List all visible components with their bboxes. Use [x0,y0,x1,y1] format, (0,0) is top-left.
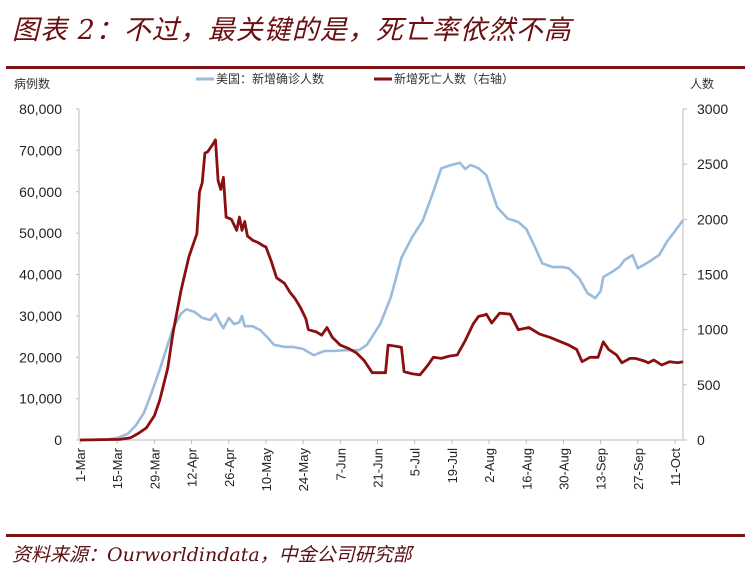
legend-label-cases: 美国：新增确诊人数 [216,71,324,86]
x-tick-label: 5-Jul [408,448,423,476]
x-tick-label: 16-Aug [519,448,534,490]
right-y-tick-label: 1000 [697,322,728,338]
x-tick-label: 19-Jul [445,448,460,484]
left-y-tick-label: 10,000 [19,391,62,407]
right-y-tick-label: 2500 [697,156,728,172]
left-y-tick-label: 70,000 [19,142,62,158]
line-chart: 病例数 人数 美国：新增确诊人数 新增死亡人数（右轴） 0 10,000 20,00… [14,71,728,492]
x-tick-label: 15-Mar [110,447,125,489]
source-divider [6,534,745,537]
legend-label-deaths: 新增死亡人数（右轴） [394,71,514,86]
x-tick-label: 30-Aug [556,448,571,490]
x-tick-label: 11-Oct [668,448,683,486]
right-y-tick-label: 3000 [697,101,728,117]
x-tick-label: 26-Apr [222,447,237,487]
x-tick-label: 7-Jun [333,448,348,481]
legend: 美国：新增确诊人数 新增死亡人数（右轴） [196,71,514,86]
left-y-tick-label: 0 [54,432,62,448]
series-line-cases [79,161,685,442]
right-y-tick-label: 2000 [697,211,728,227]
left-y-tick-label: 20,000 [19,349,62,365]
series-line-deaths [79,138,684,442]
left-y-tick-label: 60,000 [19,184,62,200]
left-axis-label: 病例数 [14,76,50,91]
right-axis-label: 人数 [690,76,714,91]
x-tick-label: 13-Sep [594,448,609,490]
left-y-tick-label: 50,000 [19,225,62,241]
x-tick-label: 27-Sep [631,448,646,490]
x-tick-label: 21-Jun [371,448,386,488]
x-tick-label: 29-Mar [147,447,162,489]
left-y-tick-label: 30,000 [19,308,62,324]
x-tick-label: 2-Aug [482,448,497,483]
right-y-tick-label: 1500 [697,267,728,283]
chart-title: 图表 2：不过，最关键的是，死亡率依然不高 [12,15,572,46]
right-y-tick-label: 500 [697,377,721,393]
x-tick-label: 10-May [259,448,274,492]
right-y-tick-label: 0 [697,432,705,448]
source-note: 资料来源：Ourworldindata，中金公司研究部 [12,544,412,566]
x-tick-label: 24-May [296,448,311,492]
left-y-tick-label: 40,000 [19,267,62,283]
x-tick-label: 1-Mar [73,447,88,482]
left-y-tick-label: 80,000 [19,101,62,117]
title-divider [6,66,745,69]
x-tick-label: 12-Apr [185,447,200,487]
